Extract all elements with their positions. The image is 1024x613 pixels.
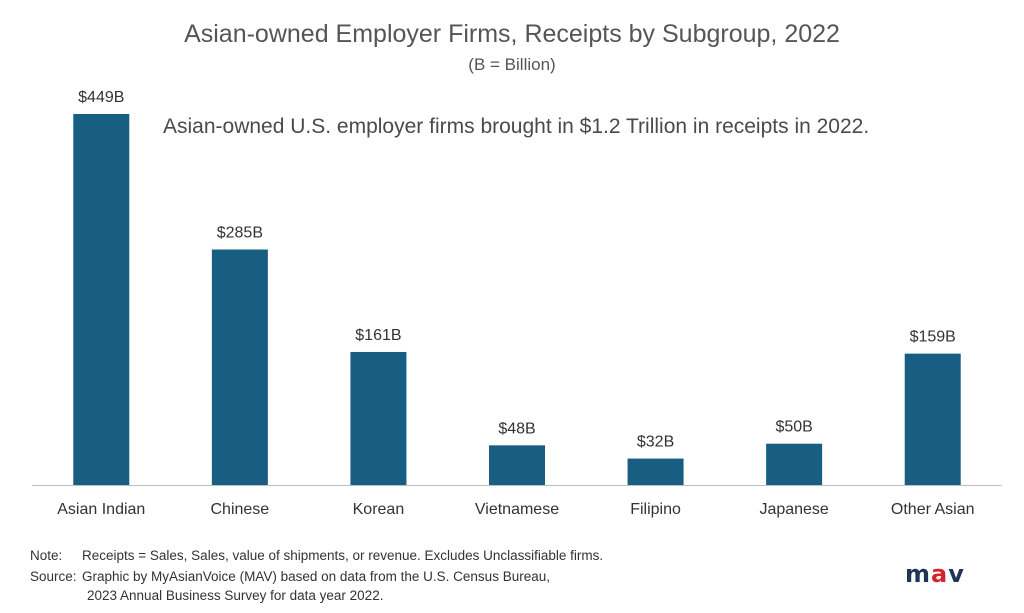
source-line-1: Graphic by MyAsianVoice (MAV) based on d… (82, 569, 550, 584)
note-tag: Note: (30, 548, 63, 563)
bar-chinese (211, 249, 268, 485)
footnote-note: Note: Receipts = Sales, Sales, value of s… (30, 548, 603, 563)
chart-subtitle: (B = Billion) (468, 55, 556, 74)
bar-asian-indian (73, 114, 130, 485)
value-label: $159B (910, 329, 956, 346)
category-label: Other Asian (891, 501, 975, 518)
bar-japanese (766, 443, 823, 485)
value-label: $285B (217, 225, 263, 242)
source-tag: Source: (30, 569, 77, 584)
value-label: $32B (637, 434, 674, 451)
value-label: $50B (775, 419, 812, 436)
value-label: $161B (355, 327, 401, 344)
bar-filipino (627, 458, 684, 485)
logo-letter-m: m (905, 560, 932, 588)
bar-korean (350, 351, 407, 485)
category-label: Vietnamese (475, 501, 559, 518)
category-label: Japanese (759, 501, 828, 518)
category-label: Asian Indian (57, 501, 145, 518)
value-label: $449B (78, 89, 124, 106)
bar-vietnamese (489, 445, 545, 485)
bar-other-asian (904, 353, 961, 485)
category-label: Filipino (630, 501, 681, 518)
category-label: Chinese (211, 501, 270, 518)
value-label: $48B (498, 420, 535, 437)
chart-annotation: Asian-owned U.S. employer firms brought … (163, 115, 870, 138)
note-text: Receipts = Sales, Sales, value of shipme… (82, 548, 604, 563)
footnote-source: Source: Graphic by MyAsianVoice (MAV) bas… (30, 569, 550, 584)
footnote-source-continued: 2023 Annual Business Survey for data yea… (87, 588, 383, 603)
logo-letter-a: a (931, 560, 949, 588)
logo-letter-v: v (948, 560, 965, 588)
source-line-2: 2023 Annual Business Survey for data yea… (87, 588, 384, 603)
category-label: Korean (353, 501, 405, 518)
mav-logo: mav (905, 560, 965, 588)
chart-title: Asian-owned Employer Firms, Receipts by … (184, 20, 840, 48)
